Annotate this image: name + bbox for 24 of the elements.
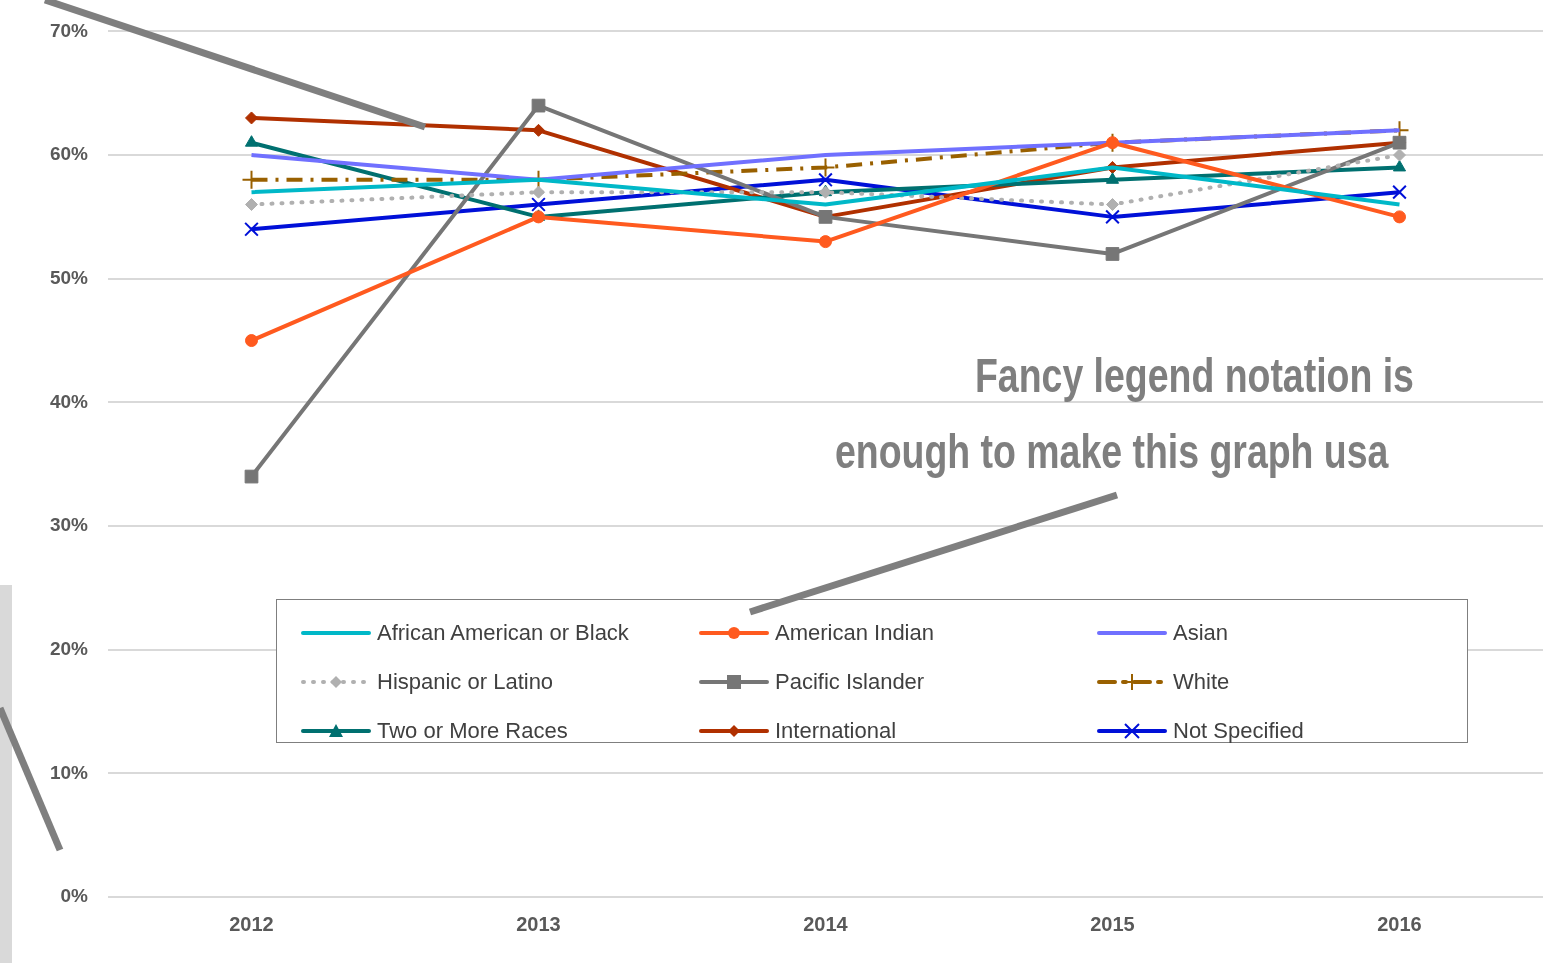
x-tick-label: 2013 — [516, 912, 561, 935]
legend-label: White — [1173, 668, 1230, 695]
legend-label: International — [775, 717, 897, 744]
y-tick-label: 30% — [49, 514, 89, 536]
x-tick-label: 2015 — [1090, 912, 1135, 935]
x-tick-label: 2012 — [229, 912, 274, 935]
annotation: Fancy legend notation is — [975, 348, 1414, 403]
y-tick-label: 10% — [49, 761, 89, 783]
x-tick-label: 2014 — [803, 912, 849, 935]
legend-label: Hispanic or Latino — [377, 668, 554, 695]
y-tick-label: 40% — [49, 390, 89, 412]
legend-label: Pacific Islander — [775, 668, 925, 695]
y-tick-label: 60% — [49, 143, 89, 165]
y-tick-label: 20% — [49, 637, 89, 659]
legend-label: American Indian — [775, 619, 934, 646]
legend-label: Two or More Races — [377, 717, 568, 744]
legend-label: Asian — [1173, 619, 1229, 646]
y-tick-label: 0% — [60, 885, 89, 907]
legend-label: Not Specified — [1173, 717, 1304, 744]
y-tick-label: 70% — [49, 19, 89, 41]
y-tick-label: 50% — [49, 266, 89, 288]
annotation: enough to make this graph usa — [835, 424, 1389, 479]
legend-label: African American or Black — [377, 619, 629, 646]
x-tick-label: 2016 — [1377, 912, 1422, 935]
